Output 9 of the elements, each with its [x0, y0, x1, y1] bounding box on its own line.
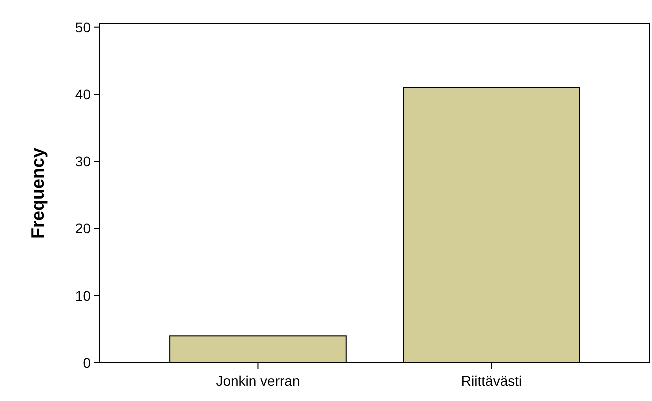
y-tick-label: 10 — [75, 288, 92, 304]
x-tick-label: Riittävästi — [461, 373, 522, 389]
y-tick-label: 50 — [75, 19, 92, 36]
y-axis-title: Frequency — [28, 148, 48, 240]
y-tick-label: 20 — [75, 220, 92, 237]
y-tick-label: 40 — [75, 86, 92, 102]
y-tick-label: 30 — [75, 154, 92, 170]
y-tick-label: 0 — [83, 354, 92, 371]
x-tick-label: Jonkin verran — [216, 373, 300, 389]
